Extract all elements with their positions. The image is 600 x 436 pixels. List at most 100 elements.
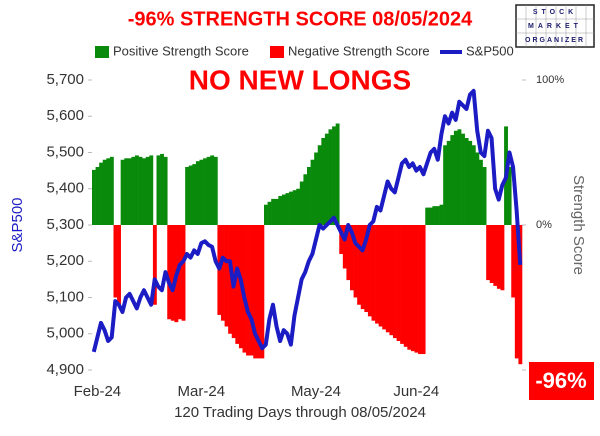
bar bbox=[500, 225, 505, 291]
bar bbox=[307, 167, 311, 225]
bar bbox=[418, 225, 422, 355]
bar bbox=[489, 225, 494, 283]
y-tick-label: 5,100 bbox=[46, 288, 84, 305]
bar bbox=[407, 225, 412, 350]
bar bbox=[382, 225, 387, 330]
bar bbox=[152, 225, 157, 305]
bar bbox=[274, 198, 279, 225]
bar bbox=[285, 193, 290, 225]
bar bbox=[303, 174, 308, 225]
bar bbox=[421, 225, 426, 355]
bar bbox=[195, 161, 200, 225]
y-axis-label: S&P500 bbox=[9, 197, 26, 252]
bar bbox=[339, 225, 344, 254]
bar bbox=[432, 206, 437, 225]
bar bbox=[367, 225, 372, 317]
y2-tick-label: 100% bbox=[536, 74, 564, 86]
y-tick-label: 5,400 bbox=[46, 180, 84, 197]
callout-box bbox=[529, 362, 594, 400]
legend-label: Positive Strength Score bbox=[113, 43, 249, 58]
y-tick-label: 5,200 bbox=[46, 252, 84, 269]
bar bbox=[360, 225, 365, 310]
bar bbox=[468, 140, 473, 225]
bar bbox=[436, 206, 440, 225]
bar bbox=[457, 129, 462, 225]
bar bbox=[475, 152, 480, 225]
bar bbox=[511, 225, 516, 298]
bar bbox=[264, 204, 268, 225]
bar bbox=[210, 155, 215, 225]
y-tick-label: 5,000 bbox=[46, 325, 84, 342]
bar bbox=[346, 225, 351, 281]
bar bbox=[393, 225, 397, 339]
bar bbox=[224, 225, 229, 327]
bar bbox=[109, 156, 114, 225]
bar bbox=[149, 155, 154, 225]
bar bbox=[267, 201, 272, 225]
bar bbox=[92, 169, 96, 225]
logo-text: STOCK bbox=[533, 9, 577, 16]
legend-label: S&P500 bbox=[466, 43, 514, 58]
bar bbox=[400, 225, 405, 344]
y-tick-label: 5,600 bbox=[46, 107, 84, 124]
y2-tick-label: 0% bbox=[536, 219, 552, 231]
bar bbox=[310, 159, 315, 225]
bar bbox=[142, 158, 147, 225]
bar bbox=[246, 225, 250, 356]
bar bbox=[389, 225, 394, 336]
logo-box bbox=[515, 4, 595, 48]
bar bbox=[289, 191, 293, 225]
bar bbox=[507, 167, 512, 225]
legend-swatch bbox=[95, 46, 109, 58]
bar bbox=[253, 225, 258, 359]
bar bbox=[138, 156, 143, 225]
annotation: NO NEW LONGS bbox=[189, 64, 411, 95]
logo-text: ORGANIZER bbox=[525, 37, 585, 44]
bar bbox=[493, 225, 498, 286]
bar bbox=[324, 133, 329, 225]
bar bbox=[249, 225, 254, 356]
bar bbox=[124, 158, 129, 225]
bar bbox=[357, 225, 362, 305]
chart-title: -96% STRENGTH SCORE 08/05/2024 bbox=[128, 8, 473, 30]
bar bbox=[410, 225, 415, 352]
bar bbox=[364, 225, 369, 312]
bar bbox=[464, 138, 469, 225]
bar bbox=[450, 135, 455, 225]
bar bbox=[167, 225, 172, 320]
bar bbox=[228, 225, 233, 334]
bar bbox=[278, 196, 283, 225]
bar bbox=[479, 159, 483, 225]
bar bbox=[453, 130, 458, 225]
bar bbox=[185, 167, 190, 225]
bar bbox=[471, 145, 476, 225]
bar bbox=[106, 158, 111, 225]
bar bbox=[414, 225, 419, 353]
bar bbox=[260, 225, 265, 359]
bar bbox=[199, 159, 204, 225]
bar bbox=[518, 225, 523, 365]
bar bbox=[299, 181, 304, 225]
bar bbox=[102, 159, 107, 225]
bar bbox=[350, 225, 354, 291]
bar bbox=[95, 167, 100, 225]
bar bbox=[486, 225, 491, 281]
bar bbox=[385, 225, 390, 333]
bar bbox=[181, 225, 186, 321]
bar bbox=[335, 123, 340, 225]
bar bbox=[443, 145, 448, 225]
bar bbox=[117, 225, 121, 305]
bar bbox=[439, 204, 444, 225]
bar bbox=[353, 225, 358, 298]
bar bbox=[328, 129, 333, 225]
bar bbox=[120, 159, 125, 225]
y-tick-label: 4,900 bbox=[46, 361, 84, 378]
bar bbox=[192, 164, 197, 225]
bar bbox=[461, 133, 465, 225]
bar bbox=[396, 225, 401, 341]
bar bbox=[113, 225, 118, 298]
bar bbox=[296, 188, 301, 225]
bar bbox=[188, 165, 193, 225]
bar bbox=[375, 225, 379, 324]
